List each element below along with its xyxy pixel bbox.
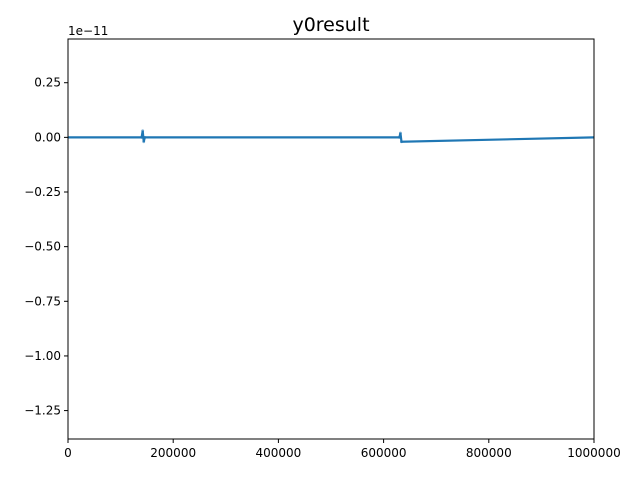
x-tick-label: 1000000 — [567, 446, 620, 460]
series-point — [400, 140, 403, 144]
series-point — [142, 140, 146, 144]
y-axis: 0.25 0.00 −0.25 −0.50 −0.75 −1.00 −1.25 — [24, 76, 68, 418]
x-tick-label: 0 — [64, 446, 72, 460]
series-layer — [68, 129, 595, 144]
axes-frame — [67, 38, 595, 440]
y-tick-label: −1.25 — [24, 404, 61, 418]
y-tick-label: −0.25 — [24, 185, 61, 199]
y-axis-offset-label: 1e−11 — [68, 24, 108, 38]
series-point — [143, 135, 147, 139]
y-tick-label: 0.00 — [34, 130, 61, 144]
x-tick-label: 800000 — [466, 446, 512, 460]
y-tick-label: −1.00 — [24, 349, 61, 363]
y-tick-label: −0.75 — [24, 294, 61, 308]
x-tick-label: 400000 — [255, 446, 301, 460]
y-tick-label: −0.50 — [24, 240, 61, 254]
y-tick-label: 0.25 — [34, 76, 61, 90]
x-tick-label: 600000 — [361, 446, 407, 460]
x-axis: 0 200000 400000 600000 800000 1000000 — [64, 439, 621, 460]
x-tick-label: 200000 — [150, 446, 196, 460]
series-point — [141, 129, 145, 133]
chart-title: y0result — [292, 14, 369, 36]
series-point — [140, 135, 144, 139]
plot-area — [68, 39, 594, 439]
series-point — [399, 131, 402, 135]
series-point — [397, 135, 401, 139]
